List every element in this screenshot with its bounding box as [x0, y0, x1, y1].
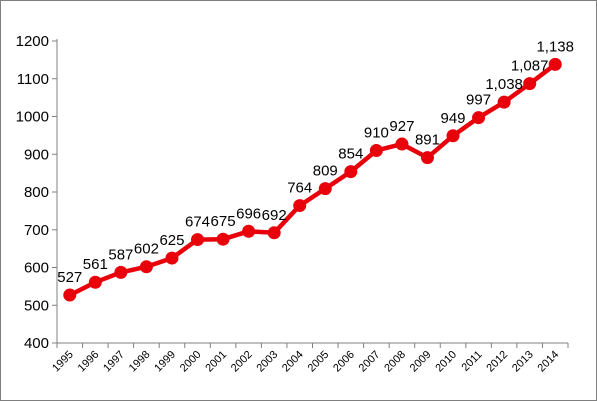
y-tick-label: 400	[24, 335, 49, 352]
data-label: 1,138	[536, 38, 574, 55]
data-label: 1,087	[511, 58, 549, 75]
data-label: 587	[108, 246, 133, 263]
data-point-marker	[395, 137, 409, 151]
data-label: 927	[389, 118, 414, 135]
data-point-marker	[318, 182, 332, 196]
x-tick-label: 1995	[50, 349, 76, 375]
data-point-marker	[548, 57, 562, 71]
x-tick-label: 2006	[331, 349, 357, 375]
data-label: 891	[415, 132, 440, 149]
x-tick-label: 2009	[408, 349, 434, 375]
data-label: 561	[83, 256, 108, 273]
data-label: 997	[466, 92, 491, 109]
data-point-marker	[344, 165, 358, 179]
data-label: 625	[159, 232, 184, 249]
y-tick-label: 1100	[17, 71, 49, 88]
x-tick-label: 1999	[152, 349, 178, 375]
data-point-marker	[497, 95, 511, 109]
x-tick-label: 2005	[306, 349, 332, 375]
x-axis-ticks: 1995 1996 1997 1998 1999 2000 2001 2002 2003 2004…	[50, 343, 569, 375]
data-label: 809	[313, 163, 338, 180]
x-tick-label: 2011	[459, 349, 484, 374]
y-tick-label: 1000	[16, 109, 49, 126]
y-axis-ticks: 400 500 600 700 800 900 1000 1100 1200	[16, 33, 57, 352]
data-point-marker	[420, 151, 434, 165]
data-point-marker	[88, 275, 102, 289]
y-tick-label: 600	[24, 260, 49, 277]
y-tick-label: 800	[24, 184, 49, 201]
x-tick-label: 1998	[127, 349, 153, 375]
data-point-marker	[191, 233, 205, 247]
data-point-marker	[114, 265, 128, 279]
x-tick-label: 2012	[484, 349, 510, 375]
data-label: 674	[185, 214, 210, 231]
series-line	[63, 57, 562, 302]
x-tick-label: 2003	[254, 349, 280, 375]
data-point-marker	[523, 77, 537, 91]
data-label: 854	[338, 146, 363, 163]
data-point-marker	[267, 226, 281, 240]
data-label: 692	[262, 207, 287, 224]
x-tick-label: 1996	[76, 349, 102, 375]
x-tick-label: 2010	[433, 349, 459, 375]
y-tick-label: 900	[24, 146, 49, 163]
data-point-marker	[446, 129, 460, 143]
data-point-marker	[139, 260, 153, 274]
y-tick-label: 700	[24, 222, 49, 239]
x-tick-label: 2007	[357, 349, 383, 375]
data-point-marker	[242, 224, 256, 238]
x-tick-label: 2004	[280, 349, 306, 375]
data-label: 602	[134, 241, 159, 258]
data-point-marker	[165, 251, 179, 265]
x-tick-label: 2002	[229, 349, 255, 375]
y-tick-label: 500	[24, 297, 49, 314]
data-label: 764	[287, 180, 312, 197]
x-tick-label: 1997	[101, 349, 127, 375]
data-label: 675	[211, 213, 236, 230]
data-point-marker	[472, 111, 486, 125]
data-label: 527	[57, 269, 82, 286]
x-tick-label: 2000	[178, 349, 204, 375]
x-tick-label: 2008	[382, 349, 408, 375]
data-label: 1,038	[485, 76, 523, 93]
data-point-marker	[216, 232, 230, 246]
data-point-marker	[293, 199, 307, 213]
data-label: 696	[236, 205, 261, 222]
x-tick-label: 2001	[203, 349, 229, 375]
data-label: 910	[364, 124, 389, 141]
data-point-marker	[369, 143, 383, 157]
data-label: 949	[441, 110, 466, 127]
data-point-marker	[63, 288, 77, 302]
x-tick-label: 2013	[510, 349, 536, 375]
y-tick-label: 1200	[16, 33, 49, 50]
x-tick-label: 2014	[536, 349, 562, 375]
